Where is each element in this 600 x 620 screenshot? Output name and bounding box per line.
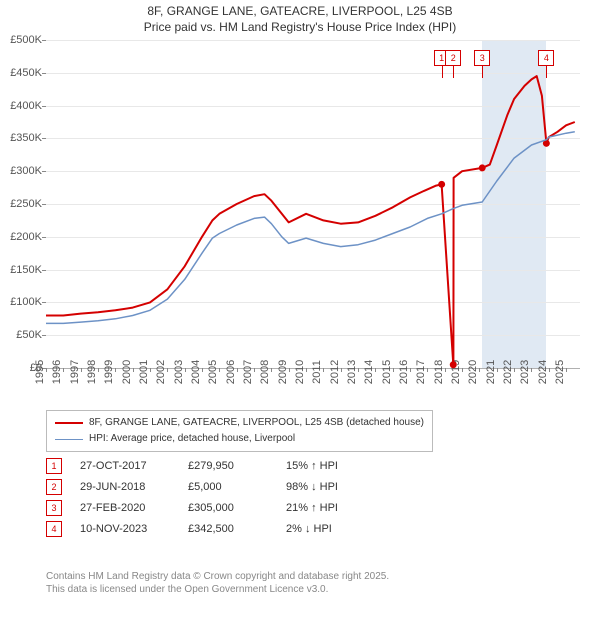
transaction-row: 4 10-NOV-2023 £342,500 2% ↓ HPI — [46, 519, 376, 540]
marker-dropline — [453, 66, 454, 78]
title-block: 8F, GRANGE LANE, GATEACRE, LIVERPOOL, L2… — [0, 0, 600, 35]
x-tick — [167, 368, 168, 372]
transaction-index: 3 — [46, 500, 62, 516]
transaction-price: £342,500 — [188, 519, 268, 540]
x-tick — [323, 368, 324, 372]
marker-box: 3 — [474, 50, 490, 66]
x-tick — [497, 368, 498, 372]
transaction-date: 27-FEB-2020 — [80, 498, 170, 519]
y-tick-label: £100K — [10, 296, 42, 308]
transaction-dot — [479, 164, 486, 171]
x-tick — [462, 368, 463, 372]
y-tick-label: £250K — [10, 198, 42, 210]
series-property — [46, 76, 575, 365]
legend-item: HPI: Average price, detached house, Live… — [55, 431, 424, 447]
y-tick-label: £200K — [10, 231, 42, 243]
legend-item: 8F, GRANGE LANE, GATEACRE, LIVERPOOL, L2… — [55, 415, 424, 431]
x-tick — [341, 368, 342, 372]
series-hpi — [46, 132, 575, 324]
footer-attribution: Contains HM Land Registry data © Crown c… — [46, 570, 389, 596]
transaction-row: 3 27-FEB-2020 £305,000 21% ↑ HPI — [46, 498, 376, 519]
transaction-index: 1 — [46, 458, 62, 474]
marker-box: 2 — [445, 50, 461, 66]
x-tick — [549, 368, 550, 372]
y-tick-label: £300K — [10, 165, 42, 177]
x-tick-label: 1995 — [34, 360, 46, 384]
x-tick — [133, 368, 134, 372]
y-tick-label: £450K — [10, 67, 42, 79]
transaction-price: £305,000 — [188, 498, 268, 519]
x-tick — [46, 368, 47, 372]
transaction-index: 4 — [46, 521, 62, 537]
y-tick-label: £400K — [10, 100, 42, 112]
transaction-price: £279,950 — [188, 456, 268, 477]
marker-dropline — [546, 66, 547, 78]
transaction-date: 10-NOV-2023 — [80, 519, 170, 540]
x-tick — [393, 368, 394, 372]
transaction-index: 2 — [46, 479, 62, 495]
x-tick — [445, 368, 446, 372]
x-tick — [81, 368, 82, 372]
y-tick-label: £150K — [10, 264, 42, 276]
x-tick — [254, 368, 255, 372]
legend-label: HPI: Average price, detached house, Live… — [89, 431, 295, 447]
x-tick — [514, 368, 515, 372]
transaction-dot — [450, 361, 457, 368]
transactions-table: 1 27-OCT-2017 £279,950 15% ↑ HPI 2 29-JUN-201… — [46, 456, 376, 540]
legend-swatch — [55, 422, 83, 424]
y-tick-label: £50K — [16, 329, 42, 341]
x-tick — [150, 368, 151, 372]
transaction-pct: 15% ↑ HPI — [286, 456, 376, 477]
marker-dropline — [442, 66, 443, 78]
x-tick — [98, 368, 99, 372]
x-tick — [427, 368, 428, 372]
transaction-row: 2 29-JUN-2018 £5,000 98% ↓ HPI — [46, 477, 376, 498]
transaction-pct: 98% ↓ HPI — [286, 477, 376, 498]
legend-box: 8F, GRANGE LANE, GATEACRE, LIVERPOOL, L2… — [46, 410, 433, 452]
x-tick — [306, 368, 307, 372]
transaction-pct: 21% ↑ HPI — [286, 498, 376, 519]
transaction-date: 29-JUN-2018 — [80, 477, 170, 498]
x-tick — [479, 368, 480, 372]
x-tick — [237, 368, 238, 372]
marker-dropline — [482, 66, 483, 78]
x-tick — [566, 368, 567, 372]
x-tick — [375, 368, 376, 372]
x-tick — [115, 368, 116, 372]
x-tick — [63, 368, 64, 372]
transaction-price: £5,000 — [188, 477, 268, 498]
legend-label: 8F, GRANGE LANE, GATEACRE, LIVERPOOL, L2… — [89, 415, 424, 431]
x-tick — [219, 368, 220, 372]
x-tick — [185, 368, 186, 372]
chart-svg — [46, 40, 580, 368]
footer-line-1: Contains HM Land Registry data © Crown c… — [46, 570, 389, 583]
legend-swatch — [55, 439, 83, 440]
transaction-date: 27-OCT-2017 — [80, 456, 170, 477]
x-tick — [358, 368, 359, 372]
x-tick — [531, 368, 532, 372]
chart-container: 8F, GRANGE LANE, GATEACRE, LIVERPOOL, L2… — [0, 0, 600, 620]
x-tick — [202, 368, 203, 372]
marker-box: 4 — [538, 50, 554, 66]
transaction-row: 1 27-OCT-2017 £279,950 15% ↑ HPI — [46, 456, 376, 477]
chart-plot-area: £0£50K£100K£150K£200K£250K£300K£350K£400… — [46, 40, 580, 369]
transaction-pct: 2% ↓ HPI — [286, 519, 376, 540]
title-line-1: 8F, GRANGE LANE, GATEACRE, LIVERPOOL, L2… — [0, 4, 600, 20]
x-tick — [289, 368, 290, 372]
y-tick-label: £350K — [10, 132, 42, 144]
footer-line-2: This data is licensed under the Open Gov… — [46, 583, 389, 596]
x-tick — [271, 368, 272, 372]
x-tick — [410, 368, 411, 372]
y-tick-label: £500K — [10, 34, 42, 46]
transaction-dot — [438, 181, 445, 188]
title-line-2: Price paid vs. HM Land Registry's House … — [0, 20, 600, 36]
